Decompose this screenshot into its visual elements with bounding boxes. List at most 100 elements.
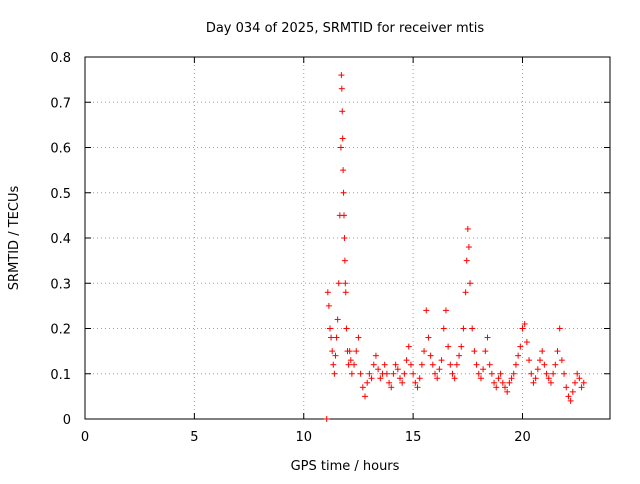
y-axis-label: SRMTID / TECUs	[7, 186, 22, 291]
data-point	[463, 257, 470, 264]
data-point	[482, 348, 489, 355]
data-point	[563, 384, 570, 391]
data-point	[405, 343, 412, 350]
data-point	[460, 325, 467, 332]
data-point	[462, 289, 469, 296]
data-point	[366, 370, 373, 377]
data-point	[576, 375, 583, 382]
data-point	[353, 348, 360, 355]
data-point	[331, 370, 338, 377]
data-point	[572, 379, 578, 386]
x-tick-label: 10	[295, 430, 312, 445]
data-point	[451, 375, 458, 382]
data-point	[442, 307, 449, 314]
y-tick-label: 0.4	[50, 232, 71, 247]
data-point	[338, 85, 345, 92]
data-point	[526, 357, 533, 364]
data-point	[323, 416, 330, 422]
y-tick-label: 0.8	[50, 51, 71, 66]
data-point	[329, 348, 336, 355]
data-point	[392, 361, 399, 368]
data-point	[397, 375, 403, 382]
data-point	[477, 375, 484, 382]
x-tick-label: 0	[81, 430, 89, 445]
data-point	[339, 108, 346, 115]
data-point	[421, 348, 428, 355]
data-point	[338, 72, 345, 79]
data-point	[340, 189, 347, 196]
data-point	[493, 384, 500, 391]
data-point	[341, 257, 348, 264]
data-point	[580, 379, 587, 386]
data-point	[407, 361, 414, 368]
data-point	[537, 357, 543, 364]
data-point	[343, 325, 350, 332]
data-point	[330, 361, 337, 368]
data-point	[432, 370, 438, 377]
data-point	[436, 366, 443, 373]
data-point	[475, 370, 482, 377]
data-point	[543, 370, 550, 377]
y-tick-label: 0.3	[50, 277, 71, 292]
data-point	[578, 384, 585, 391]
data-point	[388, 384, 395, 391]
data-point	[355, 334, 362, 341]
data-point	[556, 325, 563, 332]
data-point	[499, 379, 506, 386]
data-point	[464, 225, 471, 232]
data-point	[345, 361, 352, 368]
data-point	[362, 393, 368, 400]
data-point	[342, 289, 349, 296]
data-point	[348, 370, 355, 377]
data-point	[523, 339, 530, 346]
y-tick-label: 0	[63, 413, 71, 428]
y-tick-label: 0.1	[50, 368, 71, 383]
data-point	[429, 361, 436, 368]
data-point	[567, 397, 574, 404]
data-point	[381, 361, 388, 368]
data-point	[414, 384, 421, 391]
data-point	[386, 379, 393, 386]
data-point	[495, 375, 502, 382]
data-point	[341, 212, 347, 219]
data-point	[399, 379, 406, 386]
data-point	[447, 361, 454, 368]
data-point	[506, 379, 513, 386]
data-point	[425, 334, 432, 341]
data-point	[484, 334, 491, 341]
data-point	[332, 352, 339, 359]
data-point	[554, 348, 561, 355]
data-point	[558, 357, 565, 364]
data-point	[368, 375, 375, 382]
data-point	[328, 334, 335, 341]
data-point	[335, 280, 342, 287]
x-tick-label: 15	[405, 430, 422, 445]
data-point	[521, 320, 528, 327]
data-point	[486, 361, 493, 368]
data-point	[364, 379, 371, 386]
data-point	[497, 370, 504, 377]
data-point	[528, 370, 535, 377]
data-point	[465, 244, 472, 251]
data-point	[370, 361, 377, 368]
data-point	[467, 280, 473, 287]
data-points	[323, 72, 587, 422]
data-point	[534, 366, 541, 373]
data-point	[480, 366, 487, 373]
data-point	[508, 375, 515, 382]
data-point	[333, 334, 340, 341]
data-point	[550, 370, 557, 377]
data-point	[510, 370, 517, 377]
data-point	[471, 348, 478, 355]
data-point	[327, 325, 333, 332]
data-point	[445, 343, 452, 350]
data-point	[440, 325, 447, 332]
data-point	[458, 343, 465, 350]
data-point	[394, 366, 401, 373]
data-point	[351, 361, 358, 368]
data-point	[357, 370, 364, 377]
data-point	[547, 379, 554, 386]
data-point	[517, 343, 524, 350]
data-point	[541, 361, 548, 368]
